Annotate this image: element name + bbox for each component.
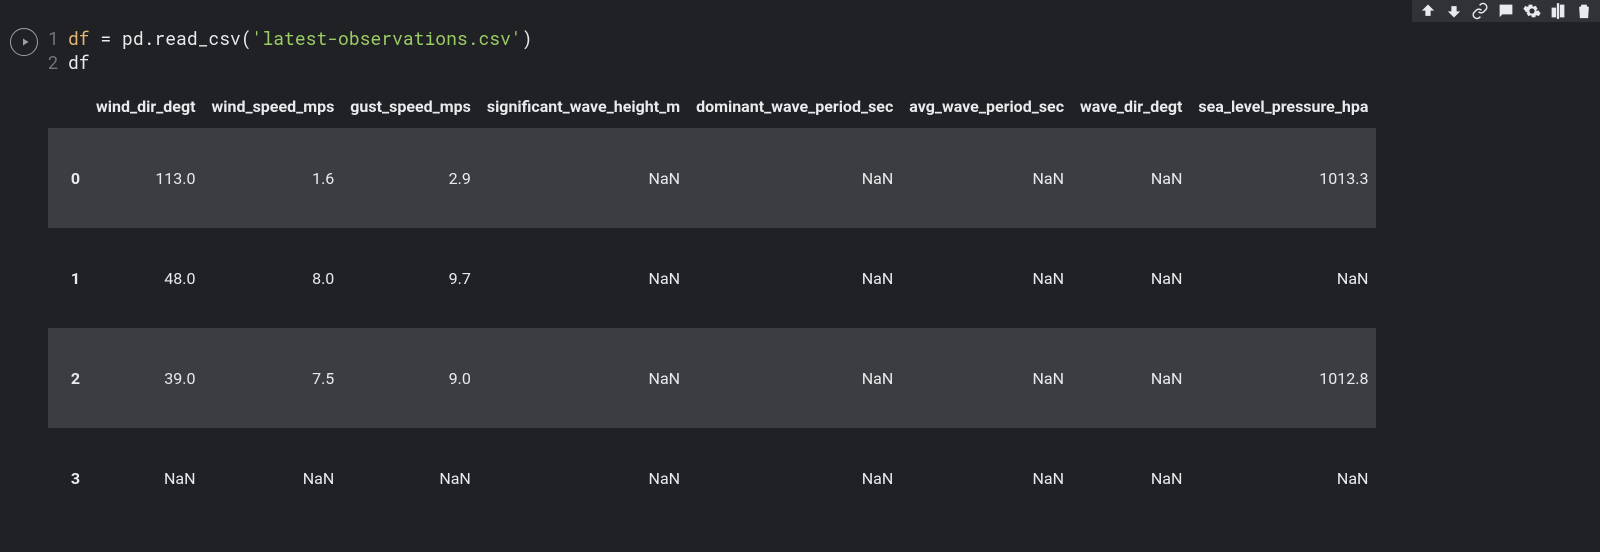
table-cell: NaN: [688, 328, 901, 428]
table-cell: 9.0: [342, 328, 479, 428]
table-cell: NaN: [1072, 228, 1190, 328]
table-cell: 48.0: [88, 228, 204, 328]
table-cell: 39.0: [88, 328, 204, 428]
table-cell: 1.6: [204, 128, 343, 228]
table-cell: 7.5: [204, 328, 343, 428]
table-row: 239.07.59.0NaNNaNNaNNaN1012.8: [48, 328, 1376, 428]
column-header: gust_speed_mps: [342, 84, 479, 128]
row-index: 0: [48, 128, 88, 228]
settings-icon[interactable]: [1522, 1, 1542, 21]
table-cell: NaN: [204, 428, 343, 528]
table-row: 148.08.09.7NaNNaNNaNNaNNaN: [48, 228, 1376, 328]
table-cell: 2.9: [342, 128, 479, 228]
cell-toolbar: [1412, 0, 1600, 22]
code-text: df: [68, 50, 90, 74]
table-cell: 1012.8: [1190, 328, 1376, 428]
table-cell: NaN: [688, 228, 901, 328]
column-header: dominant_wave_period_sec: [688, 84, 901, 128]
table-cell: NaN: [479, 428, 688, 528]
line-number: 2: [48, 50, 68, 74]
table-cell: 8.0: [204, 228, 343, 328]
table-cell: NaN: [901, 328, 1072, 428]
cell-input-area: 1df = pd.read_csv('latest-observations.c…: [0, 0, 1600, 84]
table-cell: 113.0: [88, 128, 204, 228]
table-row: 3NaNNaNNaNNaNNaNNaNNaNNaN: [48, 428, 1376, 528]
code-line: 2df: [48, 50, 1600, 74]
column-header: wind_speed_mps: [204, 84, 343, 128]
dataframe-table: wind_dir_degtwind_speed_mpsgust_speed_mp…: [48, 84, 1376, 528]
column-header: wind_dir_degt: [88, 84, 204, 128]
notebook-cell: 1df = pd.read_csv('latest-observations.c…: [0, 0, 1600, 552]
table-cell: NaN: [479, 228, 688, 328]
table-cell: 1013.3: [1190, 128, 1376, 228]
table-cell: NaN: [342, 428, 479, 528]
link-icon[interactable]: [1470, 1, 1490, 21]
row-index: 1: [48, 228, 88, 328]
mirror-cell-icon[interactable]: [1548, 1, 1568, 21]
table-cell: NaN: [88, 428, 204, 528]
row-index: 3: [48, 428, 88, 528]
column-header: sea_level_pressure_hpa: [1190, 84, 1376, 128]
code-text: df = pd.read_csv('latest-observations.cs…: [68, 26, 533, 50]
table-cell: NaN: [901, 128, 1072, 228]
table-cell: NaN: [901, 228, 1072, 328]
table-cell: NaN: [688, 128, 901, 228]
table-row: 0113.01.62.9NaNNaNNaNNaN1013.3: [48, 128, 1376, 228]
table-cell: NaN: [479, 128, 688, 228]
table-cell: NaN: [901, 428, 1072, 528]
column-header: avg_wave_period_sec: [901, 84, 1072, 128]
run-button[interactable]: [10, 28, 38, 56]
run-gutter: [0, 22, 48, 84]
table-cell: NaN: [1190, 228, 1376, 328]
move-up-icon[interactable]: [1418, 1, 1438, 21]
move-down-icon[interactable]: [1444, 1, 1464, 21]
index-header: [48, 84, 88, 128]
table-cell: NaN: [688, 428, 901, 528]
table-cell: NaN: [1072, 128, 1190, 228]
cell-output: wind_dir_degtwind_speed_mpsgust_speed_mp…: [0, 84, 1600, 552]
code-editor[interactable]: 1df = pd.read_csv('latest-observations.c…: [48, 22, 1600, 84]
table-header-row: wind_dir_degtwind_speed_mpsgust_speed_mp…: [48, 84, 1376, 128]
column-header: significant_wave_height_m: [479, 84, 688, 128]
table-cell: NaN: [1190, 428, 1376, 528]
column-header: wave_dir_degt: [1072, 84, 1190, 128]
line-number: 1: [48, 26, 68, 50]
table-cell: NaN: [1072, 328, 1190, 428]
table-cell: NaN: [1072, 428, 1190, 528]
table-cell: 9.7: [342, 228, 479, 328]
table-cell: NaN: [479, 328, 688, 428]
row-index: 2: [48, 328, 88, 428]
comment-icon[interactable]: [1496, 1, 1516, 21]
delete-icon[interactable]: [1574, 1, 1594, 21]
code-line: 1df = pd.read_csv('latest-observations.c…: [48, 26, 1600, 50]
